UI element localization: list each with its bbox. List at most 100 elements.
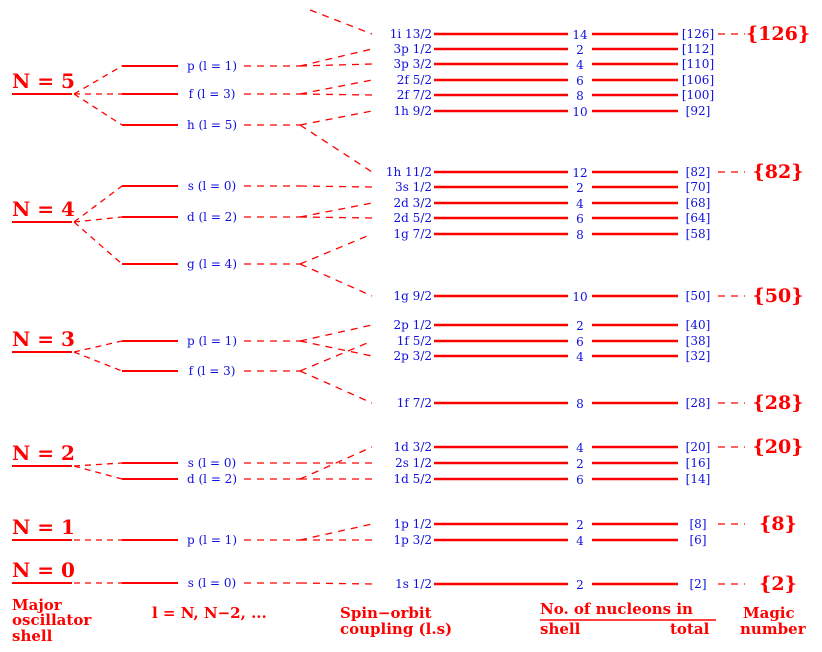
caption-major-1: Major — [12, 596, 63, 614]
spin-orbit-label: 1s 1/2 — [395, 577, 432, 591]
total-count: [14] — [686, 472, 711, 486]
total-count: [92] — [686, 104, 711, 118]
shell-count: 8 — [576, 228, 584, 242]
spin-orbit-connector — [299, 324, 373, 342]
magic-number: {28} — [753, 392, 804, 414]
spin-orbit-connector — [299, 202, 373, 218]
shell-count: 4 — [576, 58, 584, 72]
shell-count: 2 — [576, 319, 584, 333]
orbital-label: s (l = 0) — [188, 179, 237, 193]
spin-orbit-label: 3p 3/2 — [394, 57, 432, 71]
spin-orbit-label: 1p 1/2 — [394, 517, 432, 531]
caption-spin-1: Spin−orbit — [340, 604, 432, 622]
shell-to-orbital-connector — [73, 216, 123, 223]
caption-orbital: l = N, N−2, ... — [152, 604, 267, 622]
total-count: [64] — [686, 211, 711, 225]
shell-count: 6 — [576, 74, 584, 88]
caption-major-2: oscillator — [12, 611, 92, 629]
spin-orbit-connector — [299, 79, 373, 95]
major-shell-label: N = 5 — [12, 69, 75, 93]
total-count: [8] — [690, 517, 707, 531]
spin-orbit-label: 3p 1/2 — [394, 42, 432, 56]
spin-orbit-label: 1h 11/2 — [386, 165, 432, 179]
orbital-label: g (l = 4) — [187, 257, 237, 271]
shell-count: 2 — [576, 457, 584, 471]
magic-number: {50} — [753, 285, 804, 307]
spin-orbit-connector — [299, 523, 373, 541]
spin-orbit-connector — [299, 582, 373, 585]
shell-to-orbital-connector — [73, 351, 123, 372]
total-count: [32] — [686, 349, 711, 363]
shell-count: 2 — [576, 578, 584, 592]
caption-nucleons: No. of nucleons in — [540, 600, 693, 618]
shell-to-orbital-connector — [73, 185, 123, 223]
total-count: [100] — [682, 88, 714, 102]
major-shell-label: N = 4 — [12, 197, 75, 221]
shell-count: 6 — [576, 212, 584, 226]
spin-orbit-label: 1d 5/2 — [394, 472, 432, 486]
spin-orbit-label: 3s 1/2 — [395, 180, 432, 194]
shell-count: 4 — [576, 350, 584, 364]
spin-orbit-connector — [299, 110, 373, 126]
spin-orbit-label: 1f 7/2 — [397, 396, 432, 410]
shell-to-orbital-connector — [73, 462, 123, 467]
shell-count: 2 — [576, 518, 584, 532]
shell-count: 10 — [572, 105, 587, 119]
spin-orbit-connector — [299, 124, 373, 173]
total-count: [40] — [686, 318, 711, 332]
caption-major-3: shell — [12, 627, 53, 645]
total-count: [126] — [682, 27, 714, 41]
shell-count: 10 — [572, 290, 587, 304]
total-count: [82] — [686, 165, 711, 179]
orbital-label: s (l = 0) — [188, 576, 237, 590]
major-shell-label: N = 3 — [12, 327, 75, 351]
total-count: [16] — [686, 456, 711, 470]
total-count: [2] — [690, 577, 707, 591]
total-count: [20] — [686, 440, 711, 454]
magic-number: {2} — [759, 573, 797, 595]
spin-orbit-label: 2p 1/2 — [394, 318, 432, 332]
shell-to-orbital-connector — [73, 340, 123, 353]
shell-count: 4 — [576, 534, 584, 548]
spin-orbit-label: 1g 7/2 — [394, 227, 432, 241]
orbital-label: d (l = 2) — [187, 210, 237, 224]
shell-count: 4 — [576, 441, 584, 455]
shell-count: 8 — [576, 89, 584, 103]
shell-to-orbital-connector — [73, 465, 123, 480]
spin-orbit-label: 2p 3/2 — [394, 349, 432, 363]
orbital-label: s (l = 0) — [188, 456, 237, 470]
spin-orbit-connector — [299, 446, 373, 480]
total-count: [50] — [686, 289, 711, 303]
shell-count: 12 — [572, 166, 587, 180]
caption-spin-2: coupling (l.s) — [340, 620, 452, 638]
spin-orbit-label: 1d 3/2 — [394, 440, 432, 454]
spin-orbit-label: 1p 3/2 — [394, 533, 432, 547]
spin-orbit-connector — [299, 185, 373, 188]
spin-orbit-connector — [299, 340, 373, 372]
spin-orbit-label: 2f 5/2 — [397, 73, 432, 87]
spin-orbit-label: 1i 13/2 — [390, 27, 432, 41]
shell-count: 2 — [576, 43, 584, 57]
caption-magic-1: Magic — [743, 604, 795, 622]
shell-count: 4 — [576, 197, 584, 211]
shell-to-orbital-connector — [73, 65, 123, 95]
spin-orbit-label: 2f 7/2 — [397, 88, 432, 102]
spin-orbit-connector — [299, 233, 373, 265]
magic-number: {126} — [746, 23, 810, 45]
shell-count: 14 — [572, 28, 588, 42]
spin-orbit-label: 2d 3/2 — [394, 196, 432, 210]
orbital-label: f (l = 3) — [189, 364, 236, 378]
caption-magic-2: number — [740, 620, 807, 638]
total-count: [110] — [682, 57, 714, 71]
orbital-label: p (l = 1) — [187, 59, 237, 73]
spin-orbit-label: 1f 5/2 — [397, 334, 432, 348]
major-shell-label: N = 2 — [12, 441, 75, 465]
total-count: [38] — [686, 334, 711, 348]
orbital-label: p (l = 1) — [187, 533, 237, 547]
caption-shell: shell — [540, 620, 581, 638]
total-count: [70] — [686, 180, 711, 194]
shell-count: 8 — [576, 397, 584, 411]
orbital-label: f (l = 3) — [189, 87, 236, 101]
caption-total: total — [670, 620, 710, 638]
